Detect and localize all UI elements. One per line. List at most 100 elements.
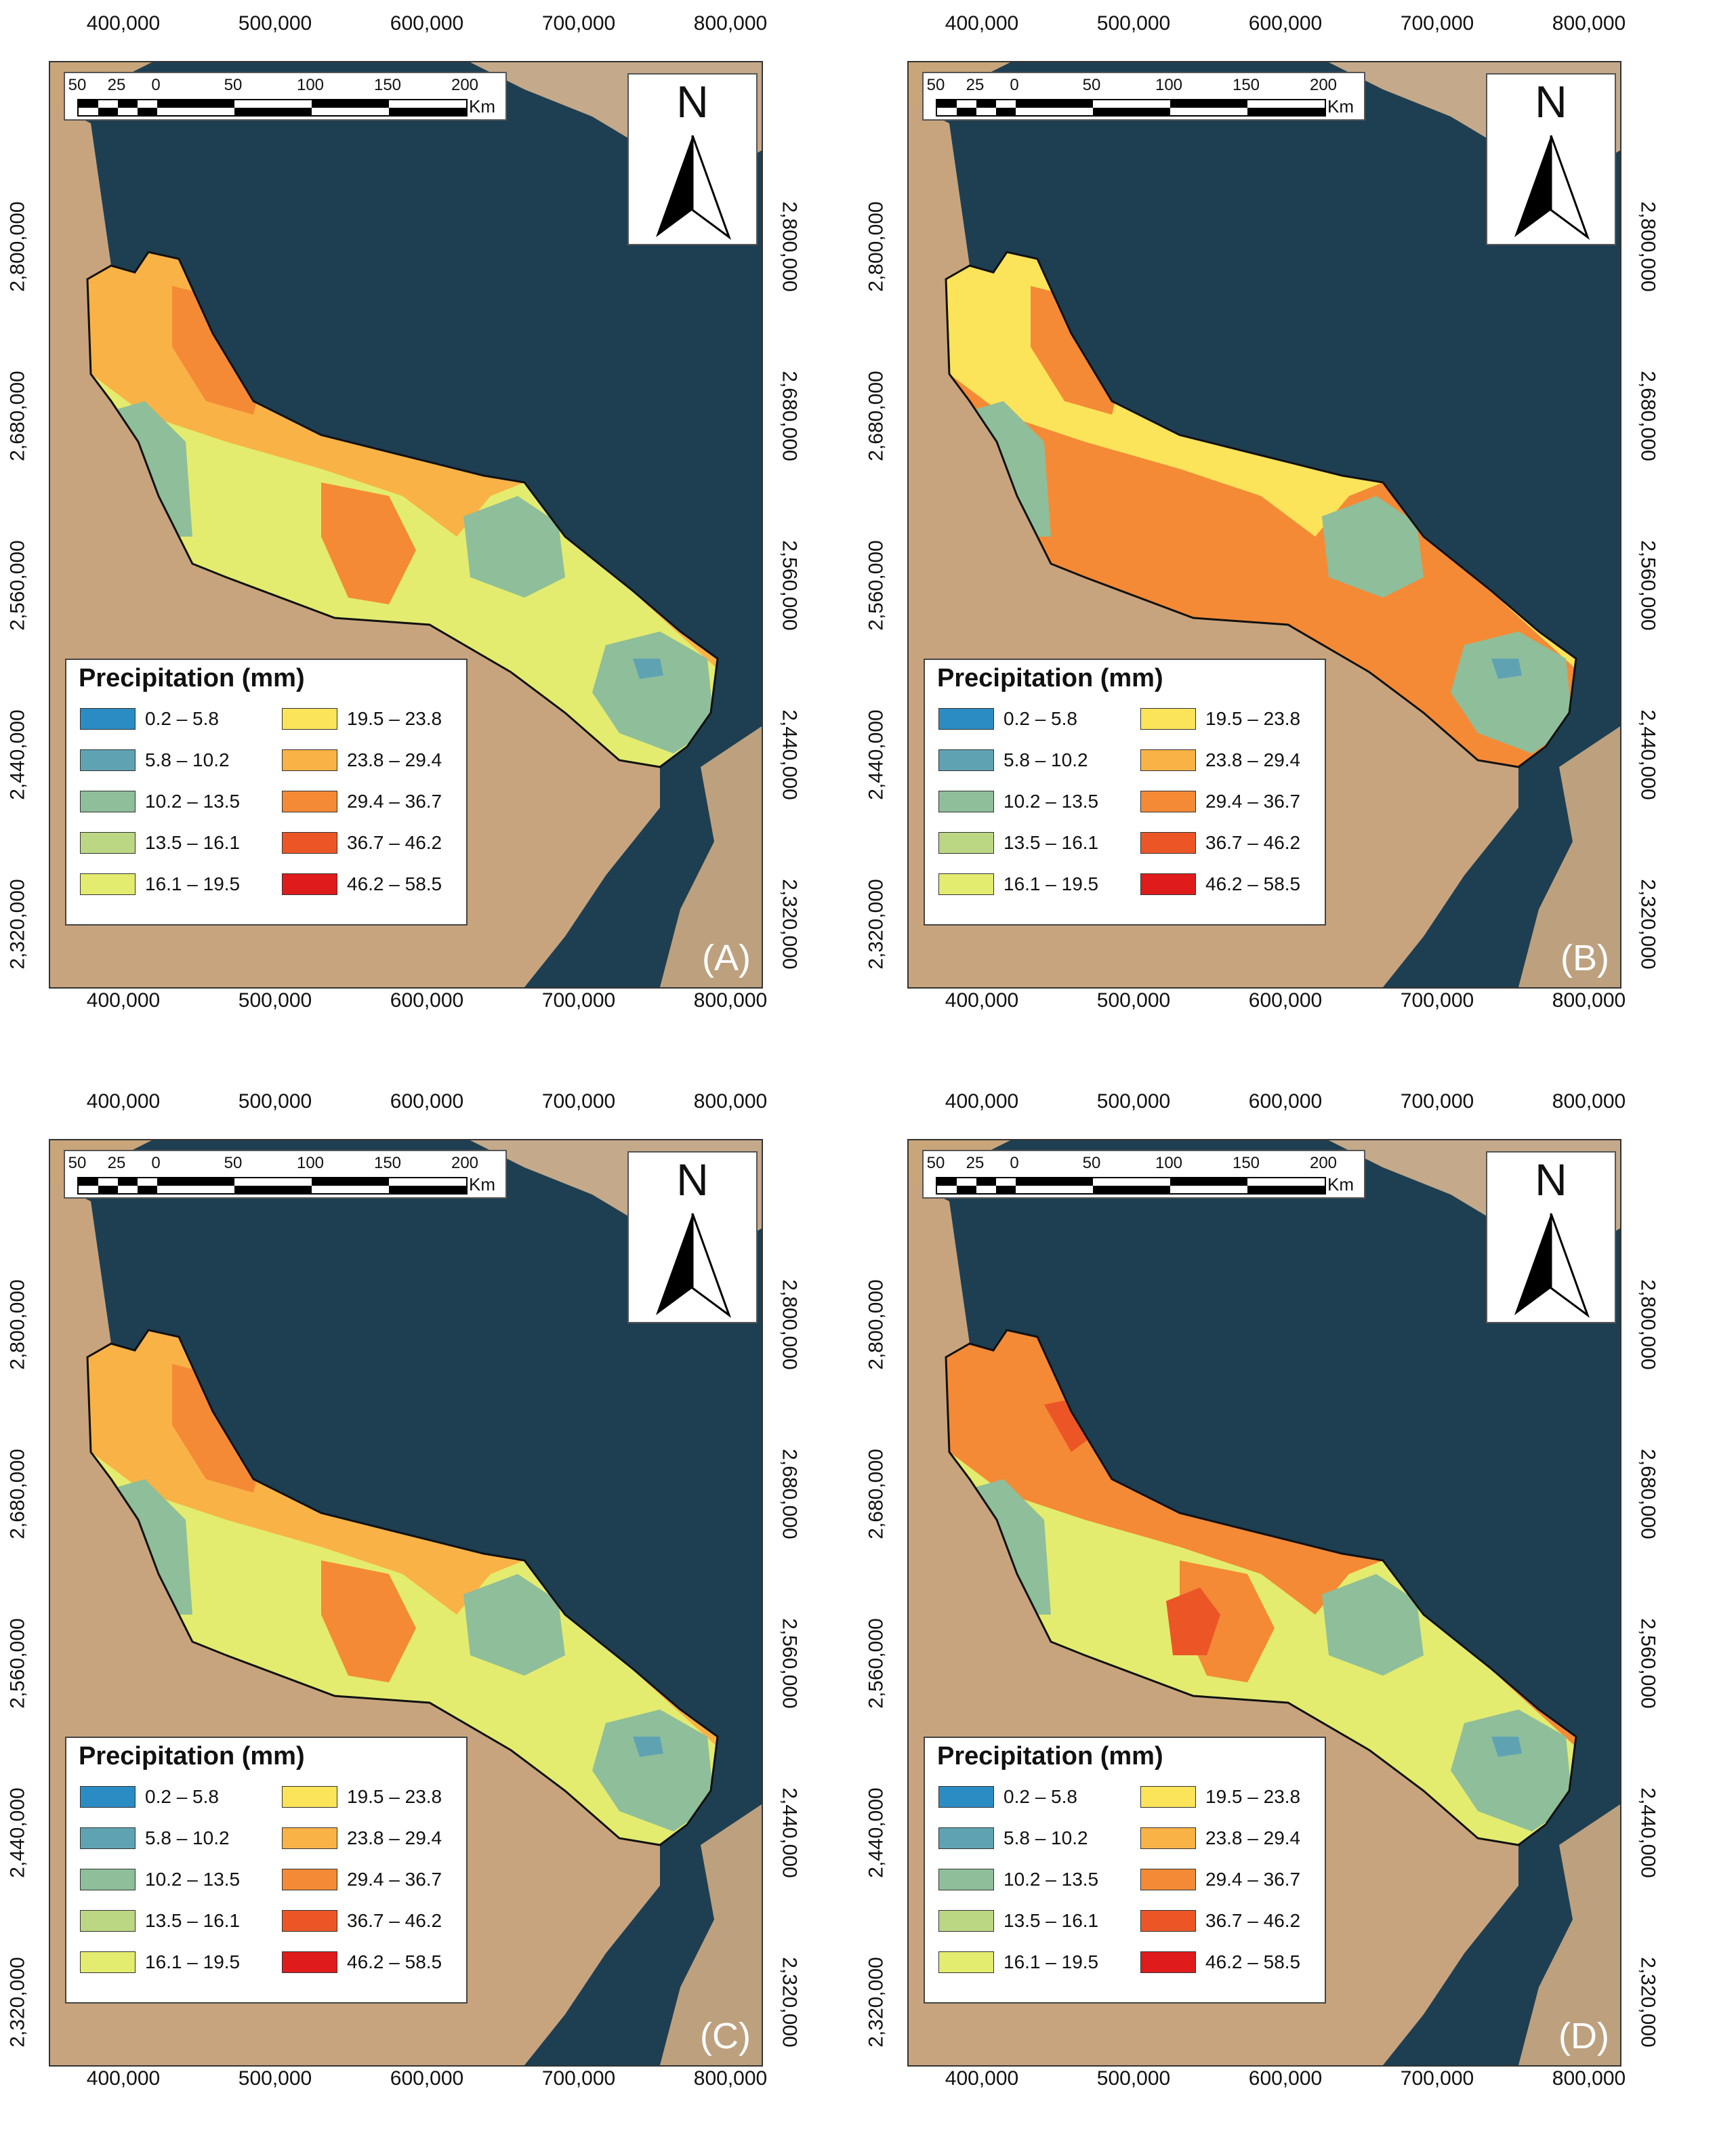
scale-bar-label: 100 <box>296 1154 325 1172</box>
scale-bar-segment <box>98 108 118 115</box>
map-frame: 50 25 0 50 100 150 200 Km N Precipitation (mm) 0.2… <box>49 1139 763 2067</box>
north-label: N <box>676 1155 709 1205</box>
legend-label: 19.5 – 23.8 <box>347 1786 442 1807</box>
legend-item: 0.2 – 5.8 <box>938 706 1077 732</box>
legend-title: Precipitation (mm) <box>79 664 305 692</box>
legend-item: 46.2 – 58.5 <box>282 871 442 897</box>
y-tick-right: 2,560,000 <box>778 1618 801 1709</box>
study-area-outline <box>945 251 1577 768</box>
legend-swatch <box>80 1786 136 1808</box>
scale-bar-segment <box>98 100 118 108</box>
y-tick-right: 2,320,000 <box>778 879 801 970</box>
scale-bar: 50 25 0 50 100 150 200 Km <box>922 72 1365 121</box>
scale-bar-segment <box>312 100 389 108</box>
scale-bar-segment <box>1016 1178 1093 1186</box>
legend-item: 10.2 – 13.5 <box>80 789 240 814</box>
legend-item: 16.1 – 19.5 <box>80 871 240 897</box>
scale-bar-label: 25 <box>966 76 985 94</box>
y-tick-right: 2,440,000 <box>1636 709 1659 800</box>
scale-bar-segment <box>118 108 138 115</box>
legend-item: 13.5 – 16.1 <box>938 830 1098 856</box>
legend-label: 46.2 – 58.5 <box>347 873 442 894</box>
scale-bar-segment <box>118 1186 138 1193</box>
scale-bar-segment <box>138 1186 157 1193</box>
scale-bar-segment <box>234 1178 312 1186</box>
scale-bar-label: 0 <box>151 76 161 94</box>
legend-label: 36.7 – 46.2 <box>1205 832 1301 853</box>
scale-bar-label: 150 <box>373 76 402 94</box>
y-tick-left: 2,560,000 <box>865 1618 888 1709</box>
north-arrow: N <box>627 1151 758 1323</box>
legend-label: 36.7 – 46.2 <box>1205 1910 1301 1931</box>
y-tick-left: 2,560,000 <box>6 1618 29 1709</box>
panel-label: (B) <box>1560 938 1609 978</box>
map-panel-a: 400,000 400,000 500,000 500,000 600,000 600,0… <box>0 0 858 1078</box>
y-tick-right: 2,320,000 <box>1636 1957 1659 2048</box>
precip-zone-min-east <box>1491 1737 1522 1757</box>
legend-label: 19.5 – 23.8 <box>1205 1786 1301 1807</box>
y-tick-left: 2,800,000 <box>865 201 888 292</box>
y-tick-left: 2,800,000 <box>6 1279 29 1370</box>
scale-bar-segment <box>1247 1186 1325 1193</box>
scale-bar-label: 150 <box>1232 1154 1260 1172</box>
y-tick-left: 2,800,000 <box>6 201 29 292</box>
y-tick-left: 2,440,000 <box>865 709 888 800</box>
scale-bar-segment <box>157 1178 234 1186</box>
scale-bar-label: 25 <box>107 1154 126 1172</box>
x-tick-bottom: 700,000 <box>1400 989 1474 1012</box>
legend-item: 46.2 – 58.5 <box>1140 1949 1300 1975</box>
x-tick-bottom: 800,000 <box>693 2067 768 2090</box>
y-tick-right: 2,680,000 <box>1636 371 1659 461</box>
legend-label: 10.2 – 13.5 <box>1004 1869 1099 1890</box>
legend-item: 29.4 – 36.7 <box>282 789 442 814</box>
scale-bar-segment <box>234 108 312 115</box>
scale-bar-segment <box>1093 1186 1170 1193</box>
legend-label: 29.4 – 36.7 <box>1205 791 1301 812</box>
legend-label: 46.2 – 58.5 <box>1205 1951 1301 1972</box>
map-panel-d: 400,000 400,000 500,000 500,000 600,000 600,0… <box>858 1078 1717 2156</box>
legend-label: 46.2 – 58.5 <box>1205 873 1301 894</box>
scale-bar-segment <box>937 100 957 108</box>
scale-bar-segment <box>976 1178 996 1186</box>
scale-bar-label: 100 <box>1155 1154 1183 1172</box>
legend-label: 10.2 – 13.5 <box>1004 791 1099 812</box>
scale-bar-label: 50 <box>224 1154 243 1172</box>
precip-zone-high-center <box>1180 482 1275 604</box>
legend-swatch <box>1140 873 1196 895</box>
legend-label: 5.8 – 10.2 <box>1004 1827 1088 1848</box>
x-tick-top: 600,000 <box>1248 1090 1323 1113</box>
scale-bar-graphic <box>77 1177 468 1195</box>
y-tick-right: 2,800,000 <box>1636 1279 1659 1370</box>
scale-bar: 50 25 0 50 100 150 200 Km <box>64 72 507 121</box>
legend-item: 23.8 – 29.4 <box>282 747 442 773</box>
legend-swatch <box>938 749 994 771</box>
precip-zone-low-east <box>1451 1709 1573 1831</box>
legend-item: 0.2 – 5.8 <box>938 1784 1077 1810</box>
map-frame: 50 25 0 50 100 150 200 Km N Precipitation (mm) 0.2… <box>49 61 763 989</box>
y-tick-right: 2,440,000 <box>1636 1787 1659 1878</box>
y-tick-right: 2,440,000 <box>778 1787 801 1878</box>
x-tick-top: 700,000 <box>1400 1090 1474 1113</box>
scale-bar-segment <box>937 108 957 115</box>
y-tick-left: 2,320,000 <box>6 1957 29 2048</box>
x-tick-top: 400,000 <box>86 12 161 35</box>
north-arrow: N <box>627 73 758 245</box>
legend-swatch <box>938 791 994 812</box>
legend-swatch <box>1140 1910 1196 1932</box>
precip-zone-min-east <box>633 1737 663 1757</box>
x-tick-bottom: 400,000 <box>86 989 161 1012</box>
study-area-outline <box>945 1329 1577 1846</box>
legend-item: 29.4 – 36.7 <box>1140 1867 1300 1892</box>
legend-swatch <box>1140 832 1196 854</box>
y-tick-right: 2,800,000 <box>1636 201 1659 292</box>
scale-bar-segment <box>1093 100 1170 108</box>
legend-item: 16.1 – 19.5 <box>80 1949 240 1975</box>
study-area-outline <box>86 1329 719 1846</box>
scale-bar-segment <box>1170 1178 1247 1186</box>
y-tick-left: 2,440,000 <box>6 709 29 800</box>
map-frame: 50 25 0 50 100 150 200 Km N Precipitation (mm) 0.2… <box>907 1139 1621 2067</box>
scale-bar-segment <box>1170 1186 1247 1193</box>
precipitation-legend: Precipitation (mm) 0.2 – 5.8 5.8 – 10.2 10.… <box>65 659 468 926</box>
scale-bar-segment <box>996 1186 1016 1193</box>
scale-bar-segment <box>98 1186 118 1193</box>
